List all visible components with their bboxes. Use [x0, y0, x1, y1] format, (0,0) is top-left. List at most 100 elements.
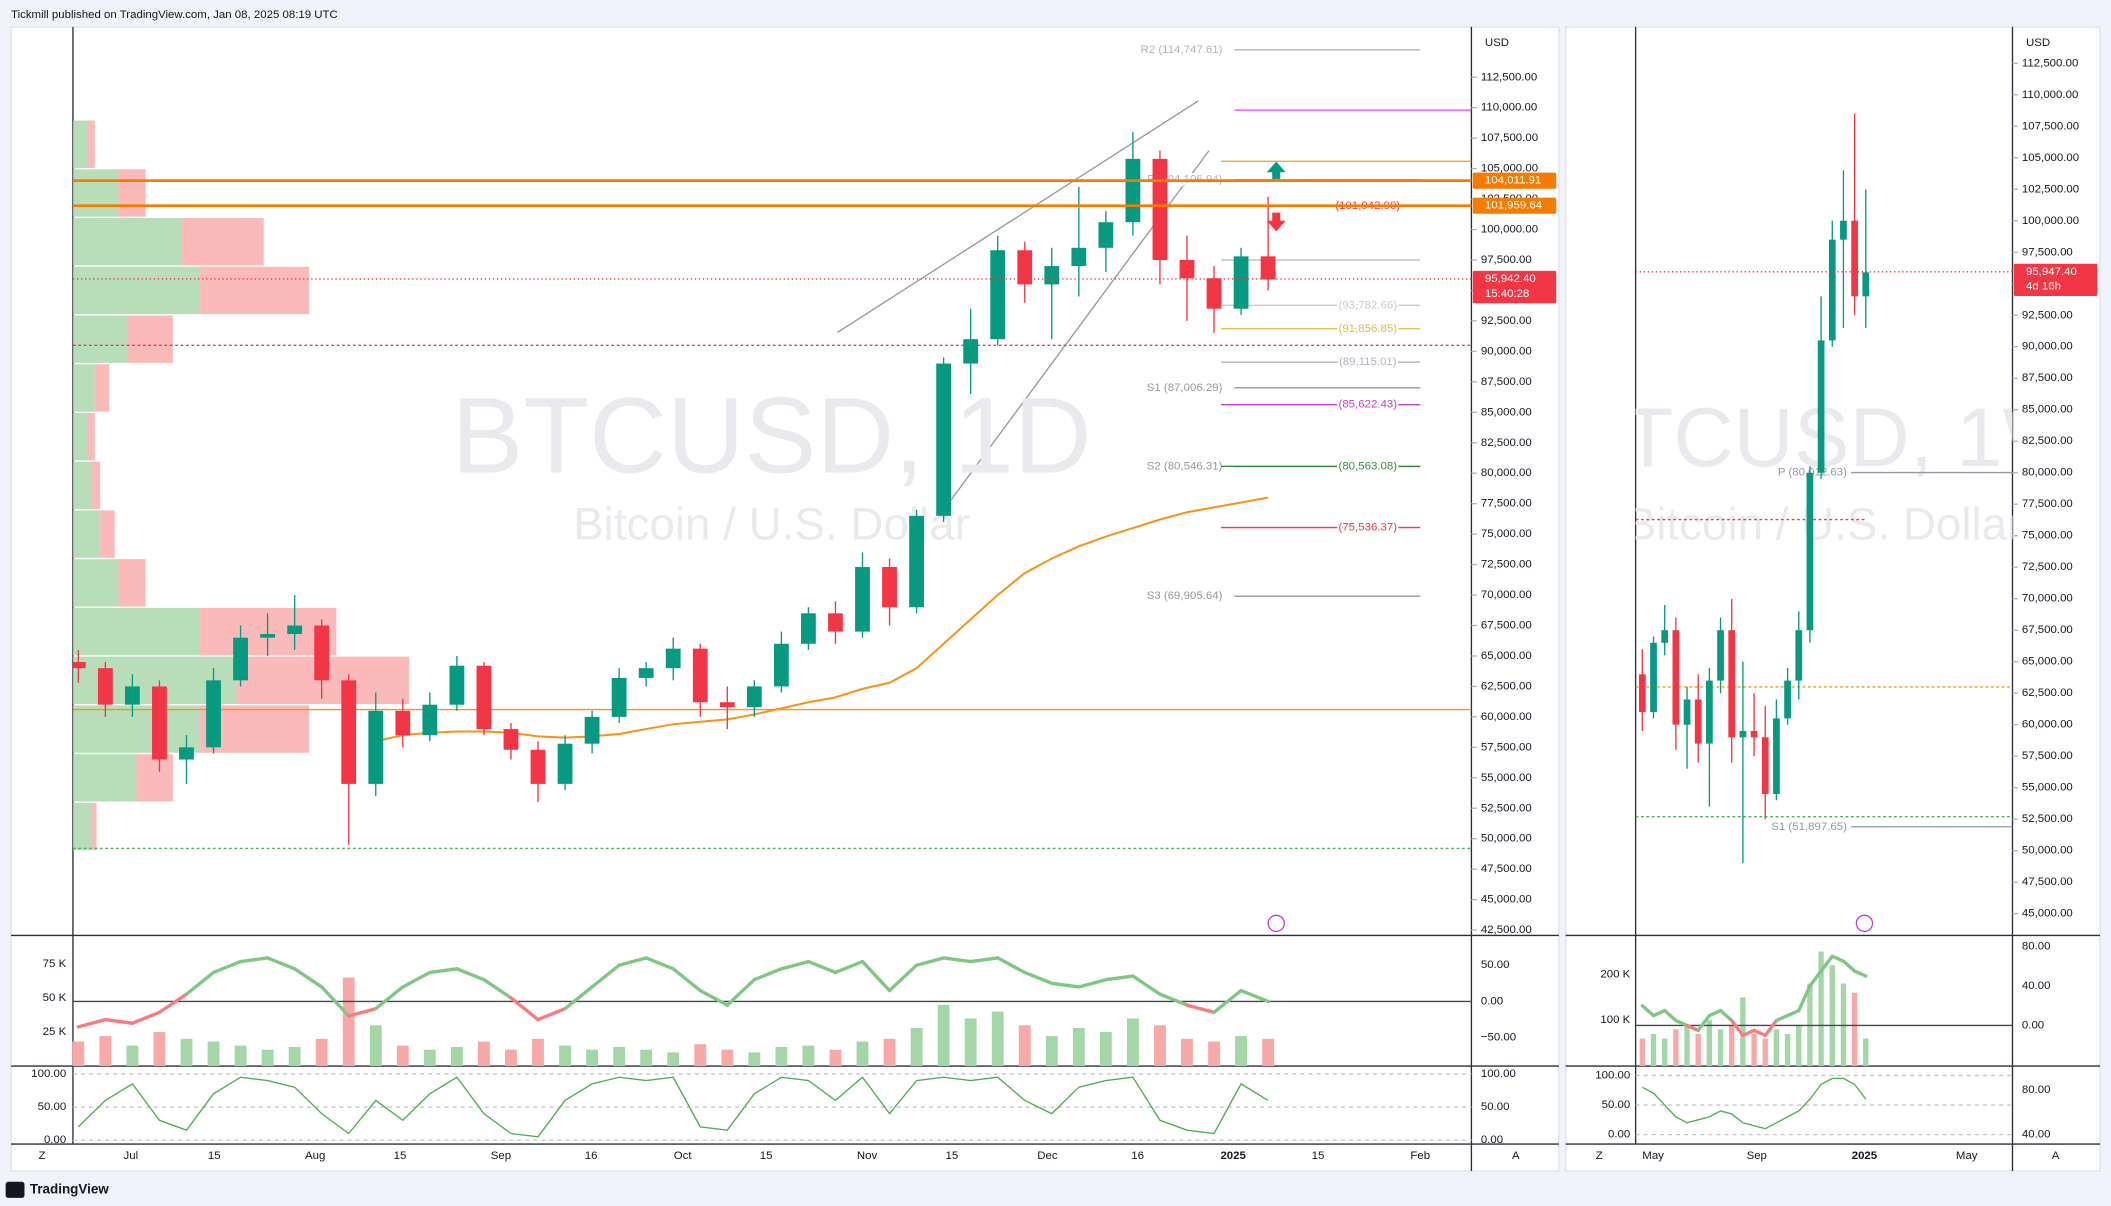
volume-bar: [532, 1038, 544, 1067]
candle-body: [287, 625, 303, 635]
candle-body: [1260, 256, 1276, 280]
volume-bar: [1717, 1029, 1724, 1067]
profile-down: [181, 218, 264, 266]
oscillator-segment: [1819, 954, 1834, 973]
button: A: [2052, 1150, 2060, 1162]
oscillator-segment: [941, 956, 973, 964]
oscillator-segment: [860, 959, 892, 993]
oscillator-segment: [671, 967, 702, 993]
candle-body: [503, 729, 519, 750]
pivot-label: S1 (87,006.29): [1147, 382, 1223, 394]
y-tick-label: 60,000.00: [2022, 719, 2073, 731]
volume-tick-label: 200 K: [1600, 968, 1630, 980]
profile-up: [72, 607, 201, 656]
profile-down: [118, 169, 146, 217]
volume-bar: [802, 1045, 815, 1067]
oscillator-segment: [1104, 974, 1135, 982]
pivot-label: (93,782.66): [1339, 299, 1398, 311]
oscillator-segment: [1050, 981, 1081, 989]
pivot-label: (75,536.37): [1339, 522, 1398, 534]
volume-bar: [342, 977, 355, 1067]
candle-body: [1638, 674, 1646, 713]
y-tick-label: 60,000.00: [1481, 711, 1532, 723]
volume-bar: [1018, 1025, 1031, 1067]
y-tick-label: 42,500.00: [1481, 924, 1532, 936]
oscillator-segment: [1808, 969, 1823, 988]
oscillator-segment: [1841, 959, 1857, 973]
osc-tick-label: 0.00: [2022, 1019, 2044, 1031]
oscillator-segment: [1763, 1018, 1779, 1038]
y-tick-label: 57,500.00: [2022, 750, 2073, 762]
volume-bar: [1099, 1032, 1112, 1067]
pivot-label: S3 (69,905.64): [1147, 590, 1223, 602]
candle-body: [1806, 472, 1814, 631]
y-tick-label: 110,000.00: [2022, 89, 2078, 101]
stoch-tick-label: 50.00: [38, 1101, 67, 1113]
y-tick-label: 102,500.00: [2022, 183, 2079, 195]
candle-body: [1044, 266, 1060, 285]
oscillator-segment: [1685, 1023, 1700, 1033]
watermark-subtitle: Bitcoin / U.S. Dollar: [573, 499, 970, 550]
countdown: 4d 16h: [2026, 281, 2061, 293]
pivot-label: S1 (51,897.65): [1771, 821, 1847, 833]
candle-body: [1098, 222, 1114, 248]
candle-body: [1179, 259, 1195, 279]
volume-bar: [1262, 1038, 1275, 1067]
pivot-label: P (80,012.63): [1778, 467, 1847, 479]
candle-body: [97, 668, 113, 705]
panel-main: [10, 26, 1560, 1172]
x-tick-label: Sep: [491, 1150, 511, 1162]
candle-body: [1125, 158, 1141, 223]
candle-body: [1739, 730, 1747, 738]
oscillator-segment: [1797, 984, 1812, 1013]
currency: USD: [1485, 37, 1509, 49]
candle-body: [990, 250, 1006, 340]
oscillator-segment: [1774, 1013, 1790, 1023]
y-tick-label: 87,500.00: [1481, 376, 1532, 388]
volume-tick-label: 25 K: [43, 1026, 67, 1038]
arrow-up: [1266, 161, 1286, 181]
candle-body: [206, 680, 221, 748]
candle-body: [368, 710, 384, 784]
volume-bar: [1706, 1020, 1713, 1067]
y-tick-label: 47,500.00: [1481, 863, 1532, 875]
osc-tick-label: 0.00: [1481, 995, 1503, 1007]
candle-body: [855, 567, 870, 632]
stoch-tick-label: 100.00: [1595, 1069, 1630, 1081]
y-tick-label: 47,500.00: [2022, 876, 2073, 888]
oscillator-segment: [536, 1007, 567, 1022]
volume-bar: [1851, 992, 1858, 1067]
header: Tickmill published on TradingView.com, J…: [11, 9, 338, 21]
volume-bar: [423, 1049, 436, 1067]
button: A: [1512, 1150, 1520, 1162]
oscillator-segment: [1640, 1004, 1656, 1018]
x-tick-label: 15: [760, 1150, 773, 1162]
candle-body: [909, 515, 924, 608]
candle-body: [963, 339, 979, 364]
y-tick-label: 100,000.00: [2022, 215, 2079, 227]
y-tick-label: 55,000.00: [2022, 782, 2073, 794]
oscillator-segment: [779, 959, 811, 971]
x-tick-label: 15: [1312, 1150, 1325, 1162]
volume-bar: [748, 1052, 761, 1067]
volume-bar: [1829, 965, 1835, 1067]
volume-bar: [613, 1046, 626, 1067]
oscillator-segment: [428, 967, 459, 975]
oscillator-segment: [76, 1017, 108, 1029]
oscillator-segment: [482, 978, 513, 1000]
candle-body: [611, 677, 627, 717]
profile-down: [136, 754, 173, 802]
oscillator-segment: [563, 985, 594, 1011]
oscillator-segment: [1730, 1018, 1745, 1038]
candle-body: [233, 637, 248, 681]
price-label: 95,947.40: [2026, 266, 2077, 278]
volume-bar: [1773, 1029, 1780, 1067]
oscillator-segment: [698, 988, 729, 1007]
candle-body: [179, 747, 194, 760]
candle-body: [584, 716, 600, 744]
oscillator-segment: [752, 967, 784, 982]
volume-bar: [505, 1049, 517, 1067]
volume-tick-label: 100 K: [1600, 1014, 1630, 1026]
volume-bar: [856, 1041, 869, 1067]
